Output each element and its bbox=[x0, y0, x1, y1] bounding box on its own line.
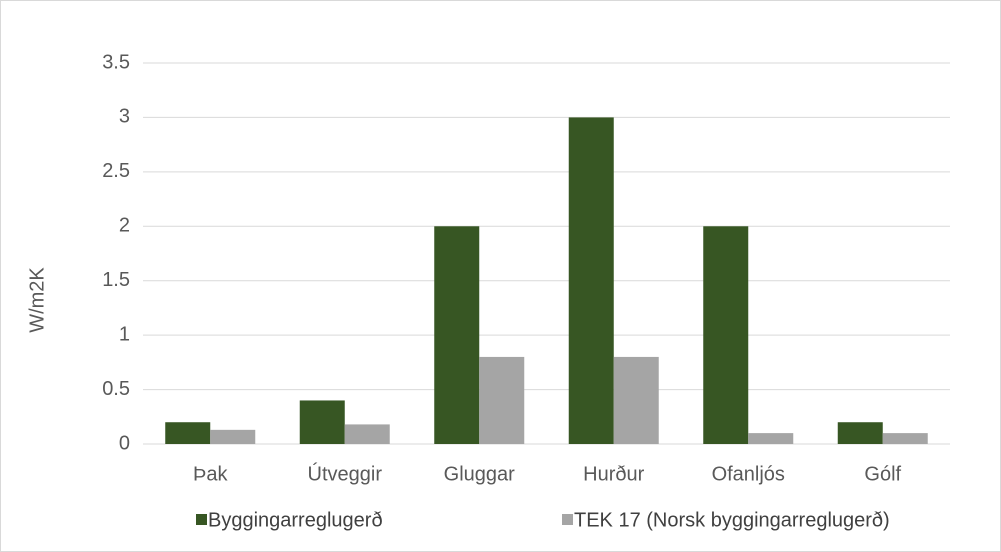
legend-label: TEK 17 (Norsk byggingarreglugerð) bbox=[574, 509, 890, 531]
legend-swatch bbox=[562, 514, 573, 525]
bar bbox=[748, 433, 794, 444]
bar bbox=[479, 356, 525, 444]
x-tick-label: Gólf bbox=[864, 463, 901, 485]
bar bbox=[210, 429, 256, 444]
y-tick-label: 2.5 bbox=[102, 160, 130, 182]
y-tick-label: 3.5 bbox=[102, 51, 130, 73]
x-tick-label: Útveggir bbox=[308, 462, 383, 485]
bar bbox=[344, 424, 390, 444]
bar bbox=[165, 422, 211, 444]
legend-label: Byggingarreglugerð bbox=[208, 509, 383, 531]
bar bbox=[434, 226, 480, 444]
y-tick-label: 3 bbox=[119, 106, 130, 128]
x-tick-label: Gluggar bbox=[444, 463, 515, 485]
bar bbox=[837, 422, 883, 444]
bar bbox=[613, 356, 659, 444]
y-tick-label: 2 bbox=[119, 215, 130, 237]
y-axis-label: W/m2K bbox=[26, 267, 48, 333]
y-tick-label: 1.5 bbox=[102, 269, 130, 291]
y-tick-label: 0 bbox=[119, 432, 130, 454]
bar bbox=[568, 117, 614, 444]
bar bbox=[882, 433, 928, 444]
x-tick-label: Hurður bbox=[583, 463, 644, 485]
bar bbox=[299, 400, 345, 444]
legend-swatch bbox=[196, 514, 207, 525]
bar bbox=[703, 226, 749, 444]
x-tick-label: Þak bbox=[193, 463, 228, 485]
y-tick-label: 0.5 bbox=[102, 378, 130, 400]
x-tick-label: Ofanljós bbox=[712, 463, 785, 485]
y-tick-label: 1 bbox=[119, 323, 130, 345]
